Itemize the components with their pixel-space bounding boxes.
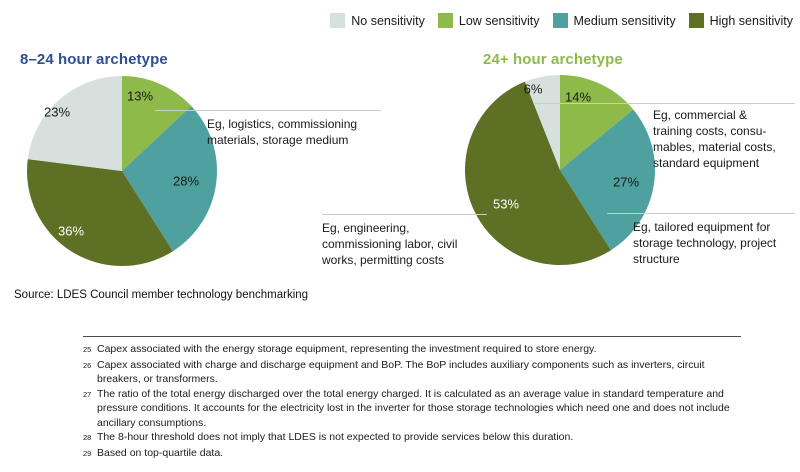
- pie-percent-label: 28%: [172, 173, 200, 189]
- pie-svg: [465, 75, 655, 265]
- callout-text-tailored-equipment: Eg, tailored equipment for storage techn…: [633, 220, 777, 266]
- pie-slice-low-sensitivity: [122, 76, 192, 171]
- pie-slice-high-sensitivity: [27, 159, 173, 266]
- legend-swatch-icon: [330, 13, 346, 28]
- footnote-text: The ratio of the total energy discharged…: [97, 387, 730, 429]
- footnote-number: 27: [83, 389, 92, 399]
- footnote-number: 25: [83, 345, 92, 354]
- callout-line: [155, 110, 381, 111]
- pie-chart-24plus-hour: 14% 27% 53% 6%: [465, 75, 655, 265]
- pie-slice-low-sensitivity: [560, 75, 634, 170]
- pie-slice-high-sensitivity: [465, 81, 611, 265]
- footnote-number: 29: [83, 448, 92, 458]
- footnote-26: 26 Capex associated with charge and disch…: [83, 358, 741, 387]
- pie-slice-medium-sensitivity: [122, 105, 217, 252]
- legend-item-medium-sensitivity: Medium sensitivity: [552, 13, 676, 28]
- footnote-25: 25 Capex associated with the energy stora…: [83, 342, 741, 358]
- callout-line: [322, 214, 487, 215]
- callout-line: [607, 213, 795, 214]
- pie-slice-no-sensitivity: [27, 76, 122, 171]
- pie-chart-8-24-hour: 13% 28% 36% 23%: [27, 76, 217, 266]
- pie-slice-medium-sensitivity: [560, 109, 655, 251]
- legend-label: Medium sensitivity: [573, 13, 676, 28]
- footnote-number: 28: [83, 433, 92, 442]
- callout-text-commercial: Eg, commercial & training costs, consu- …: [653, 108, 776, 170]
- footnote-text: Based on top-quartile data.: [97, 446, 224, 459]
- pie-percent-label: 13%: [126, 88, 154, 104]
- callout-text-engineering: Eg, engineering, commissioning labor, ci…: [322, 221, 458, 267]
- footnote-number: 26: [83, 360, 92, 370]
- footnotes-block: 25 Capex associated with the energy stora…: [83, 336, 741, 461]
- chart-legend: No sensitivity Low sensitivity Medium sens…: [330, 13, 793, 28]
- footnote-28: 28 The 8-hour threshold does not imply th…: [83, 430, 741, 446]
- chart-title-left: 8–24 hour archetype: [20, 51, 168, 68]
- legend-label: Low sensitivity: [458, 13, 540, 28]
- pie-percent-label: 36%: [57, 223, 85, 239]
- legend-label: No sensitivity: [351, 13, 425, 28]
- pie-percent-label: 6%: [523, 81, 543, 97]
- callout-line: [535, 103, 795, 104]
- legend-swatch-icon: [688, 13, 704, 28]
- legend-item-no-sensitivity: No sensitivity: [330, 13, 425, 28]
- footnote-text: Capex associated with the energy storage…: [97, 343, 597, 355]
- pie-percent-label: 14%: [564, 89, 592, 105]
- pie-percent-label: 23%: [43, 104, 71, 120]
- callout-text-logistics: Eg, logistics, commissioning materials, …: [207, 117, 358, 147]
- pie-slice-no-sensitivity: [525, 75, 560, 170]
- footnote-text: Capex associated with charge and dischar…: [97, 358, 705, 386]
- pie-percent-label: 53%: [492, 196, 520, 212]
- legend-label: High sensitivity: [709, 13, 793, 28]
- footnote-27: 27 The ratio of the total energy discharg…: [83, 387, 741, 431]
- legend-item-high-sensitivity: High sensitivity: [688, 13, 793, 28]
- pie-percent-label: 27%: [612, 174, 640, 190]
- legend-item-low-sensitivity: Low sensitivity: [437, 13, 540, 28]
- pie-svg: [27, 76, 217, 266]
- legend-swatch-icon: [437, 13, 453, 28]
- chart-title-right: 24+ hour archetype: [483, 51, 623, 68]
- footnote-29: 29 Based on top-quartile data.: [83, 446, 741, 462]
- source-line: Source: LDES Council member technology b…: [14, 289, 309, 301]
- footnote-text: The 8-hour threshold does not imply that…: [97, 431, 574, 443]
- legend-swatch-icon: [552, 13, 568, 28]
